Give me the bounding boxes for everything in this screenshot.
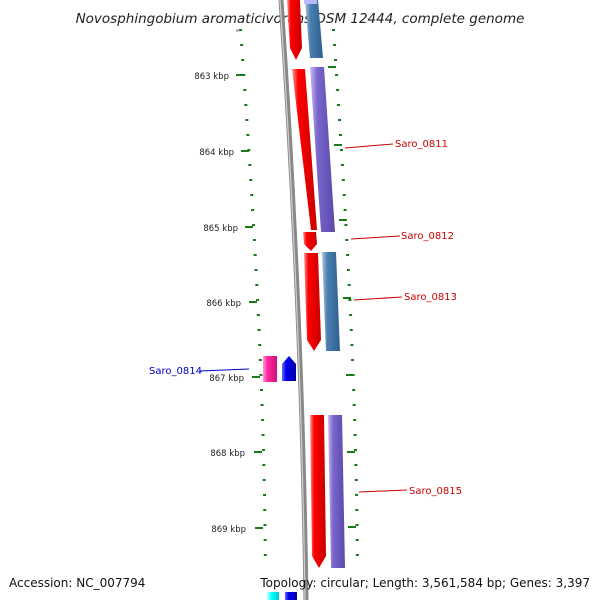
gene-purple-0811[interactable]: [310, 67, 335, 232]
gene-navy-bottom[interactable]: [285, 592, 297, 600]
gene-label-saro-0811[interactable]: Saro_0811: [395, 139, 448, 150]
tick-label-867: 867 kbp: [209, 374, 244, 384]
gene-red-0813[interactable]: [304, 253, 321, 351]
gene-blue-0813[interactable]: [322, 252, 340, 351]
scale-major-ticks: 863 kbp 864 kbp 865 kbp 866 kbp 867 kbp …: [194, 72, 263, 535]
leader-saro-0811: [344, 143, 394, 149]
tick-label-868: 868 kbp: [210, 449, 245, 459]
gene-navy-0814[interactable]: [282, 356, 296, 381]
gene-red-0811[interactable]: [292, 69, 317, 230]
leader-saro-0812: [350, 235, 401, 240]
gene-label-saro-0815[interactable]: Saro_0815: [409, 486, 462, 497]
leader-saro-0814: [199, 368, 250, 372]
right-scale-ticks: [328, 66, 356, 528]
gene-red-top[interactable]: [287, 0, 302, 60]
gene-label-saro-0812[interactable]: Saro_0812: [401, 231, 454, 242]
tick-label-865: 865 kbp: [203, 224, 238, 234]
accession-text: Accession: NC_007794: [9, 576, 146, 590]
gene-label-saro-0813[interactable]: Saro_0813: [404, 292, 457, 303]
gene-magenta-0814[interactable]: [263, 356, 277, 382]
gene-red-0812[interactable]: [303, 232, 317, 251]
genome-backbone: [278, 0, 309, 600]
tick-label-866: 866 kbp: [206, 299, 241, 309]
gene-cyan-bottom[interactable]: [267, 592, 279, 600]
tick-label-864: 864 kbp: [199, 148, 234, 158]
leader-saro-0815: [358, 489, 408, 493]
leader-saro-0813: [353, 296, 403, 301]
gene-red-0815[interactable]: [310, 415, 326, 568]
gene-purple-0815[interactable]: [328, 415, 345, 568]
scale-minor-ticks: [236, 29, 359, 556]
tick-label-869: 869 kbp: [211, 525, 246, 535]
tick-label-863: 863 kbp: [194, 72, 229, 82]
gene-label-saro-0814[interactable]: Saro_0814: [149, 366, 202, 377]
topology-text: Topology: circular; Length: 3,561,584 bp…: [260, 576, 590, 590]
gene-blue-top[interactable]: [305, 0, 323, 58]
